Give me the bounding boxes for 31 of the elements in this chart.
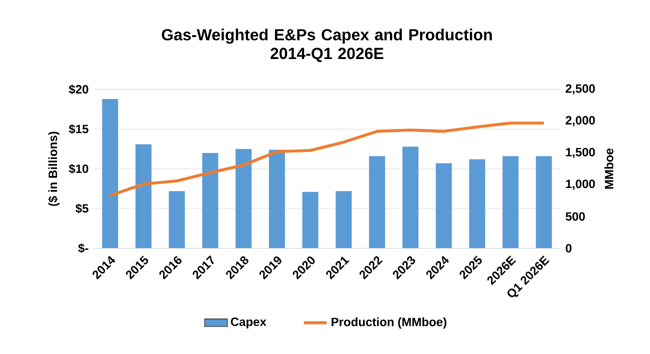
y-tick-label: $15 [68, 124, 88, 134]
bar [336, 191, 352, 248]
y2-tick-label: 1,000 [566, 180, 595, 190]
bar [168, 191, 185, 248]
y-tick-label: $20 [68, 84, 88, 94]
bar [436, 163, 452, 248]
y2-axis-title: MMboe [604, 148, 614, 189]
bar [536, 156, 552, 248]
bar [369, 156, 386, 248]
bar [268, 150, 285, 248]
legend-label: Capex [230, 318, 266, 329]
bar [502, 156, 519, 248]
y2-tick-label: 2,500 [566, 84, 595, 95]
bar [236, 149, 252, 248]
y-axis-title: ($ in Billions) [48, 132, 60, 206]
bar [402, 146, 418, 248]
y2-tick-label: 0 [566, 244, 572, 253]
y2-tick-label: 500 [566, 212, 585, 221]
y-tick-label: $5 [76, 204, 88, 214]
bar [135, 144, 152, 248]
bar [202, 153, 218, 248]
bar [469, 159, 486, 248]
y-tick-label: $10 [68, 164, 88, 174]
bar [302, 192, 318, 248]
chart-title: Gas-Weighted E&Ps Capex and Production 2014-Q1 2026E [162, 28, 492, 62]
legend-label: Production (MMboe) [332, 318, 446, 329]
y-tick-label: $- [78, 244, 88, 254]
line-series [108, 122, 546, 198]
y2-tick-label: 1,500 [566, 148, 595, 158]
y2-tick-label: 2,000 [566, 116, 595, 126]
bar [102, 99, 118, 248]
